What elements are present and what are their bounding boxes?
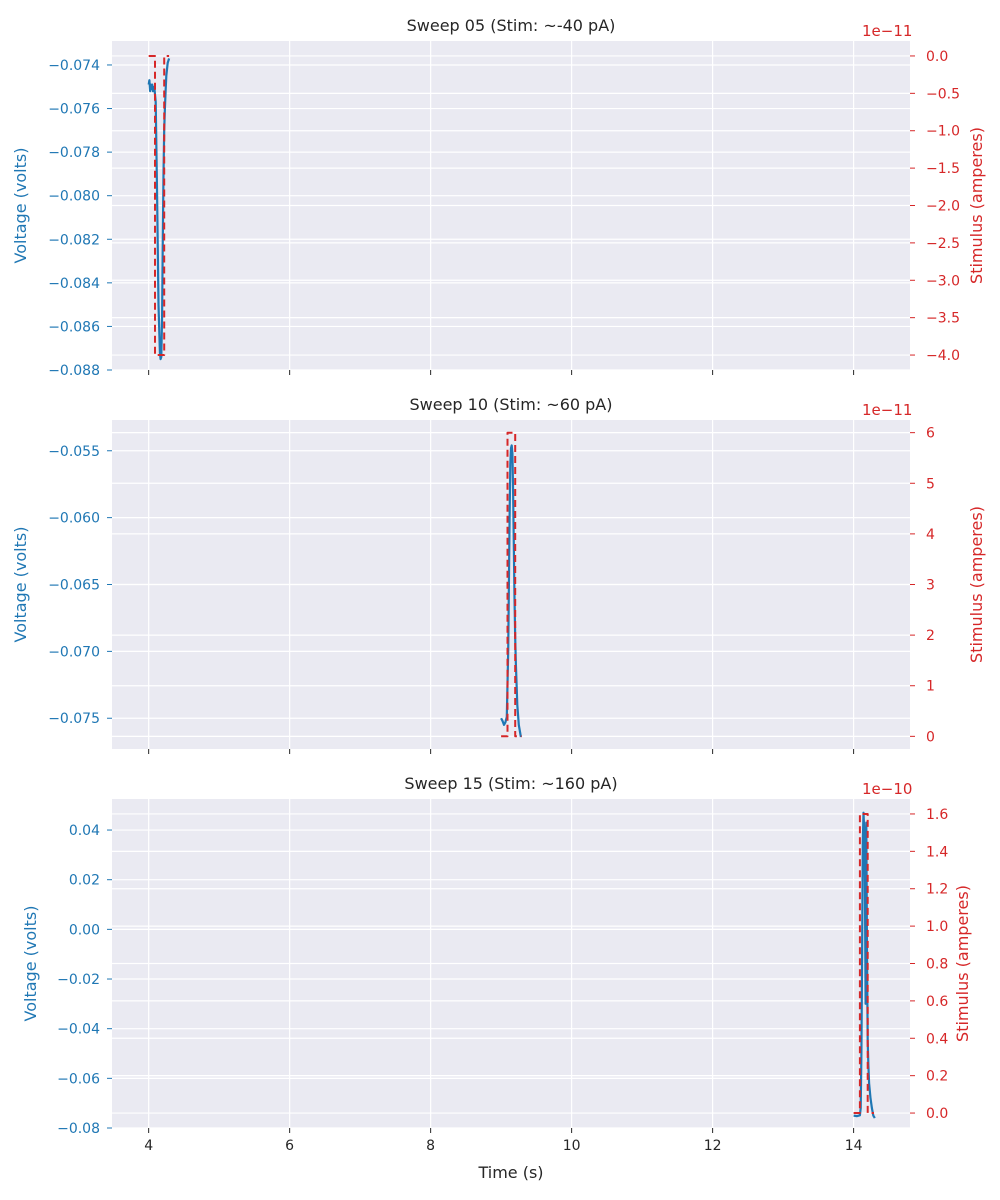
left-tick-label: −0.08 xyxy=(57,1121,100,1137)
right-tick-label: 1.0 xyxy=(926,919,948,935)
x-tick-label: 8 xyxy=(426,1138,435,1154)
right-axis-offset-text: 1e−11 xyxy=(862,22,912,40)
stimulus-series-line xyxy=(148,55,170,356)
right-tick-label: 4 xyxy=(926,527,935,543)
right-axis-label: Stimulus (amperes) xyxy=(967,127,986,284)
voltage-series-line xyxy=(500,444,522,738)
voltage-series-line xyxy=(853,811,876,1119)
stimulus-series-line xyxy=(853,813,874,1114)
left-tick-label: −0.080 xyxy=(48,189,100,205)
right-tick-label: −4.0 xyxy=(926,348,960,364)
right-tick-label: 2 xyxy=(926,628,935,644)
right-axis-offset-text: 1e−10 xyxy=(862,780,912,798)
left-tick-label: 0.02 xyxy=(69,873,100,889)
right-tick-label: −0.5 xyxy=(926,86,960,102)
right-axis-label: Stimulus (amperes) xyxy=(953,885,972,1042)
panel-title: Sweep 10 (Stim: ~60 pA) xyxy=(410,395,613,414)
right-tick-label: −3.0 xyxy=(926,273,960,289)
left-tick-label: −0.075 xyxy=(48,711,100,727)
left-tick-label: −0.06 xyxy=(57,1071,100,1087)
left-tick-label: −0.074 xyxy=(48,58,100,74)
left-tick-label: −0.078 xyxy=(48,145,100,161)
right-tick-label: 0.6 xyxy=(926,994,948,1010)
right-tick-label: 1.4 xyxy=(926,844,948,860)
right-tick-label: 1.2 xyxy=(926,882,948,898)
panel-title: Sweep 05 (Stim: ~-40 pA) xyxy=(407,16,616,35)
right-tick-label: 1.6 xyxy=(926,807,948,823)
left-axis-label: Voltage (volts) xyxy=(11,148,30,264)
left-tick-label: 0.04 xyxy=(69,823,100,839)
panel-title: Sweep 15 (Stim: ~160 pA) xyxy=(404,774,617,793)
right-tick-label: 0 xyxy=(926,729,935,745)
x-axis-label: Time (s) xyxy=(477,1163,543,1182)
right-tick-label: −2.5 xyxy=(926,236,960,252)
left-tick-label: −0.076 xyxy=(48,102,100,118)
left-tick-label: −0.088 xyxy=(48,363,100,379)
right-tick-label: 1 xyxy=(926,679,935,695)
left-tick-label: −0.065 xyxy=(48,578,100,594)
left-tick-label: −0.082 xyxy=(48,232,100,248)
stimulus-series-line xyxy=(501,431,522,738)
right-tick-label: −1.0 xyxy=(926,124,960,140)
x-tick-label: 4 xyxy=(144,1138,153,1154)
right-axis-offset-text: 1e−11 xyxy=(862,401,912,419)
right-tick-label: 6 xyxy=(926,426,935,442)
right-tick-label: 0.2 xyxy=(926,1069,948,1085)
right-tick-label: 5 xyxy=(926,476,935,492)
right-tick-label: 0.4 xyxy=(926,1031,948,1047)
right-tick-label: 3 xyxy=(926,578,935,594)
left-axis-label: Voltage (volts) xyxy=(21,906,40,1022)
right-axis-label: Stimulus (amperes) xyxy=(967,506,986,663)
right-tick-label: 0.0 xyxy=(926,49,948,65)
left-tick-label: −0.04 xyxy=(57,1022,100,1038)
right-tick-label: −1.5 xyxy=(926,161,960,177)
right-tick-label: −2.0 xyxy=(926,199,960,215)
x-tick-label: 6 xyxy=(285,1138,294,1154)
left-tick-label: −0.02 xyxy=(57,972,100,988)
left-tick-label: −0.084 xyxy=(48,276,100,292)
x-tick-label: 14 xyxy=(845,1138,863,1154)
left-tick-label: −0.060 xyxy=(48,511,100,527)
left-axis-label: Voltage (volts) xyxy=(11,527,30,643)
x-tick-label: 12 xyxy=(704,1138,722,1154)
left-tick-label: −0.086 xyxy=(48,319,100,335)
right-tick-label: 0.0 xyxy=(926,1106,948,1122)
right-tick-label: −3.5 xyxy=(926,311,960,327)
right-tick-label: 0.8 xyxy=(926,957,948,973)
left-tick-label: 0.00 xyxy=(69,922,100,938)
x-tick-label: 10 xyxy=(563,1138,581,1154)
left-tick-label: −0.070 xyxy=(48,644,100,660)
left-tick-label: −0.055 xyxy=(48,444,100,460)
